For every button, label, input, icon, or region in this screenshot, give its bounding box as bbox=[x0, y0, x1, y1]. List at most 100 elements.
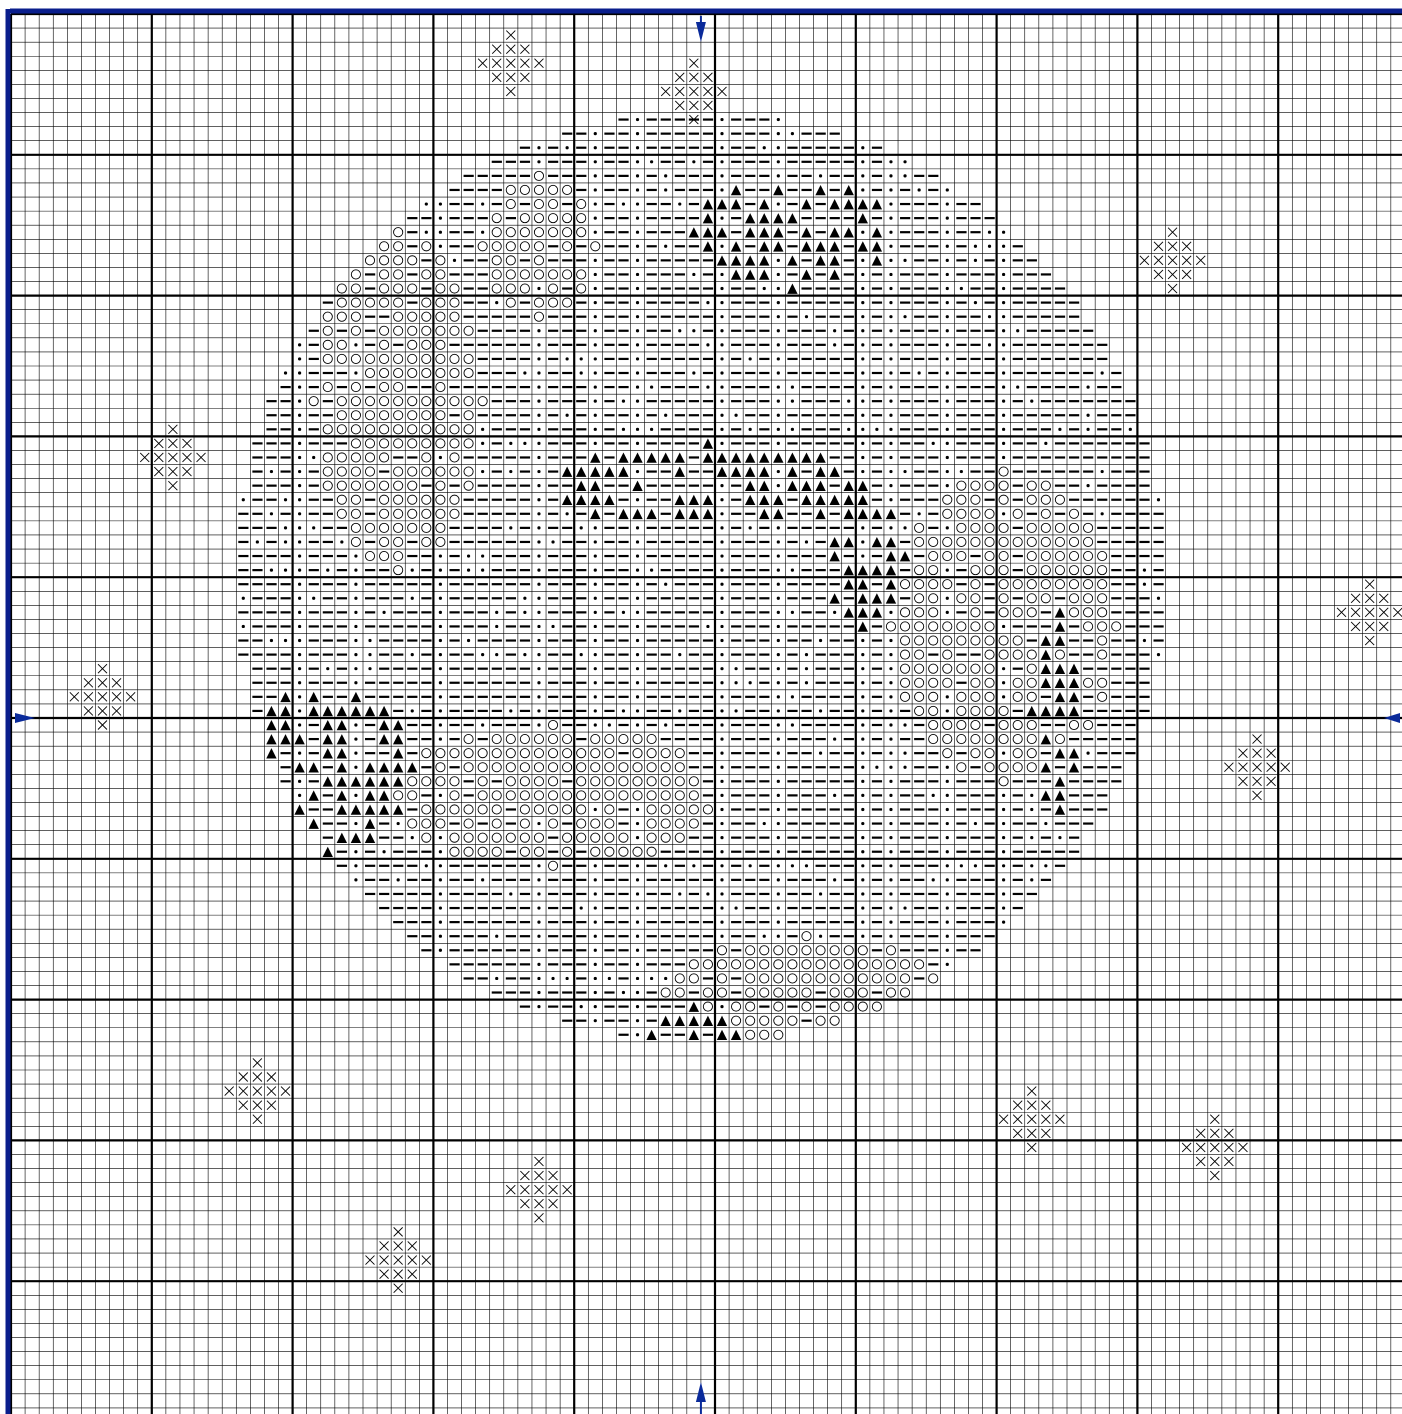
dot-symbol bbox=[635, 695, 640, 699]
dot-symbol bbox=[326, 667, 330, 671]
dot-symbol bbox=[593, 188, 597, 192]
dot-symbol bbox=[678, 709, 682, 713]
dot-symbol bbox=[889, 174, 893, 178]
dot-symbol bbox=[298, 357, 302, 361]
dot-symbol bbox=[635, 990, 640, 995]
dot-symbol bbox=[903, 315, 907, 319]
dot-symbol bbox=[945, 610, 949, 614]
dot-symbol bbox=[593, 343, 597, 347]
dot-symbol bbox=[945, 427, 949, 431]
dot-symbol bbox=[635, 385, 640, 389]
dot-symbol bbox=[861, 807, 865, 812]
dot-symbol bbox=[804, 540, 809, 544]
dot-symbol bbox=[889, 413, 893, 417]
dot-symbol bbox=[945, 807, 949, 812]
dot-symbol bbox=[959, 286, 963, 291]
dot-symbol bbox=[861, 286, 865, 291]
dot-symbol bbox=[889, 441, 893, 445]
dot-symbol bbox=[861, 343, 865, 347]
dot-symbol bbox=[621, 610, 626, 614]
dot-symbol bbox=[481, 202, 485, 206]
dot-symbol bbox=[438, 568, 442, 572]
dot-symbol bbox=[354, 878, 358, 882]
dot-symbol bbox=[875, 427, 879, 431]
dot-symbol bbox=[396, 821, 400, 826]
dot-symbol bbox=[889, 906, 893, 910]
dot-symbol bbox=[1002, 667, 1006, 671]
dot-symbol bbox=[1086, 385, 1090, 389]
dot-symbol bbox=[481, 469, 485, 474]
dot-symbol bbox=[283, 498, 288, 502]
dot-symbol bbox=[298, 385, 302, 389]
dot-symbol bbox=[1142, 568, 1146, 572]
dot-symbol bbox=[889, 272, 893, 277]
dot-symbol bbox=[776, 258, 780, 262]
dot-symbol bbox=[903, 258, 907, 262]
dot-symbol bbox=[776, 568, 780, 572]
dot-symbol bbox=[903, 723, 907, 727]
dot-symbol bbox=[635, 709, 640, 713]
dot-symbol bbox=[1100, 512, 1104, 516]
dot-symbol bbox=[804, 653, 809, 657]
dot-symbol bbox=[635, 399, 640, 403]
dot-symbol bbox=[720, 244, 724, 248]
dot-symbol bbox=[889, 343, 893, 347]
dot-symbol bbox=[973, 301, 978, 305]
dot-symbol bbox=[438, 610, 442, 614]
dot-symbol bbox=[537, 554, 541, 558]
dot-symbol bbox=[889, 934, 893, 938]
dot-symbol bbox=[340, 540, 344, 544]
dot-symbol bbox=[537, 653, 541, 657]
dot-symbol bbox=[945, 216, 949, 220]
dot-symbol bbox=[1100, 469, 1104, 474]
dot-symbol bbox=[945, 892, 949, 896]
dot-symbol bbox=[889, 821, 893, 826]
dot-symbol bbox=[889, 920, 893, 924]
dot-symbol bbox=[593, 301, 597, 305]
dot-symbol bbox=[720, 301, 724, 305]
dot-symbol bbox=[354, 596, 358, 600]
dot-symbol bbox=[889, 315, 893, 319]
dot-symbol bbox=[1002, 864, 1006, 868]
dot-symbol bbox=[635, 315, 640, 319]
dot-symbol bbox=[945, 399, 949, 403]
dot-symbol bbox=[945, 230, 949, 234]
dot-symbol bbox=[776, 582, 780, 586]
dot-symbol bbox=[298, 343, 302, 347]
dot-symbol bbox=[354, 371, 358, 375]
dot-symbol bbox=[720, 329, 724, 333]
dot-symbol bbox=[889, 230, 893, 234]
dot-symbol bbox=[593, 906, 597, 910]
dot-symbol bbox=[706, 624, 710, 629]
dot-symbol bbox=[593, 413, 597, 417]
dot-symbol bbox=[861, 850, 865, 854]
dot-symbol bbox=[720, 906, 724, 910]
dot-symbol bbox=[635, 906, 640, 910]
dot-symbol bbox=[523, 610, 527, 614]
dot-symbol bbox=[635, 146, 640, 150]
dot-symbol bbox=[706, 301, 710, 305]
dot-symbol bbox=[1044, 821, 1048, 826]
dot-symbol bbox=[1002, 315, 1006, 319]
dot-symbol bbox=[537, 695, 541, 699]
dot-symbol bbox=[621, 990, 626, 995]
dot-symbol bbox=[692, 864, 696, 868]
dot-symbol bbox=[776, 484, 780, 488]
dot-symbol bbox=[481, 441, 485, 445]
dot-symbol bbox=[537, 596, 541, 600]
dot-symbol bbox=[720, 751, 724, 755]
dot-symbol bbox=[635, 962, 640, 966]
dot-symbol bbox=[720, 512, 724, 516]
dot-symbol bbox=[438, 723, 442, 727]
dot-symbol bbox=[481, 723, 485, 727]
dot-symbol bbox=[298, 653, 302, 657]
dot-symbol bbox=[692, 371, 696, 375]
dot-symbol bbox=[1142, 638, 1146, 643]
dot-symbol bbox=[776, 850, 780, 854]
dot-symbol bbox=[635, 230, 640, 234]
dot-symbol bbox=[861, 836, 865, 840]
dot-symbol bbox=[1058, 836, 1062, 840]
dot-symbol bbox=[593, 540, 597, 544]
dot-symbol bbox=[593, 286, 597, 291]
dot-symbol bbox=[734, 413, 738, 417]
